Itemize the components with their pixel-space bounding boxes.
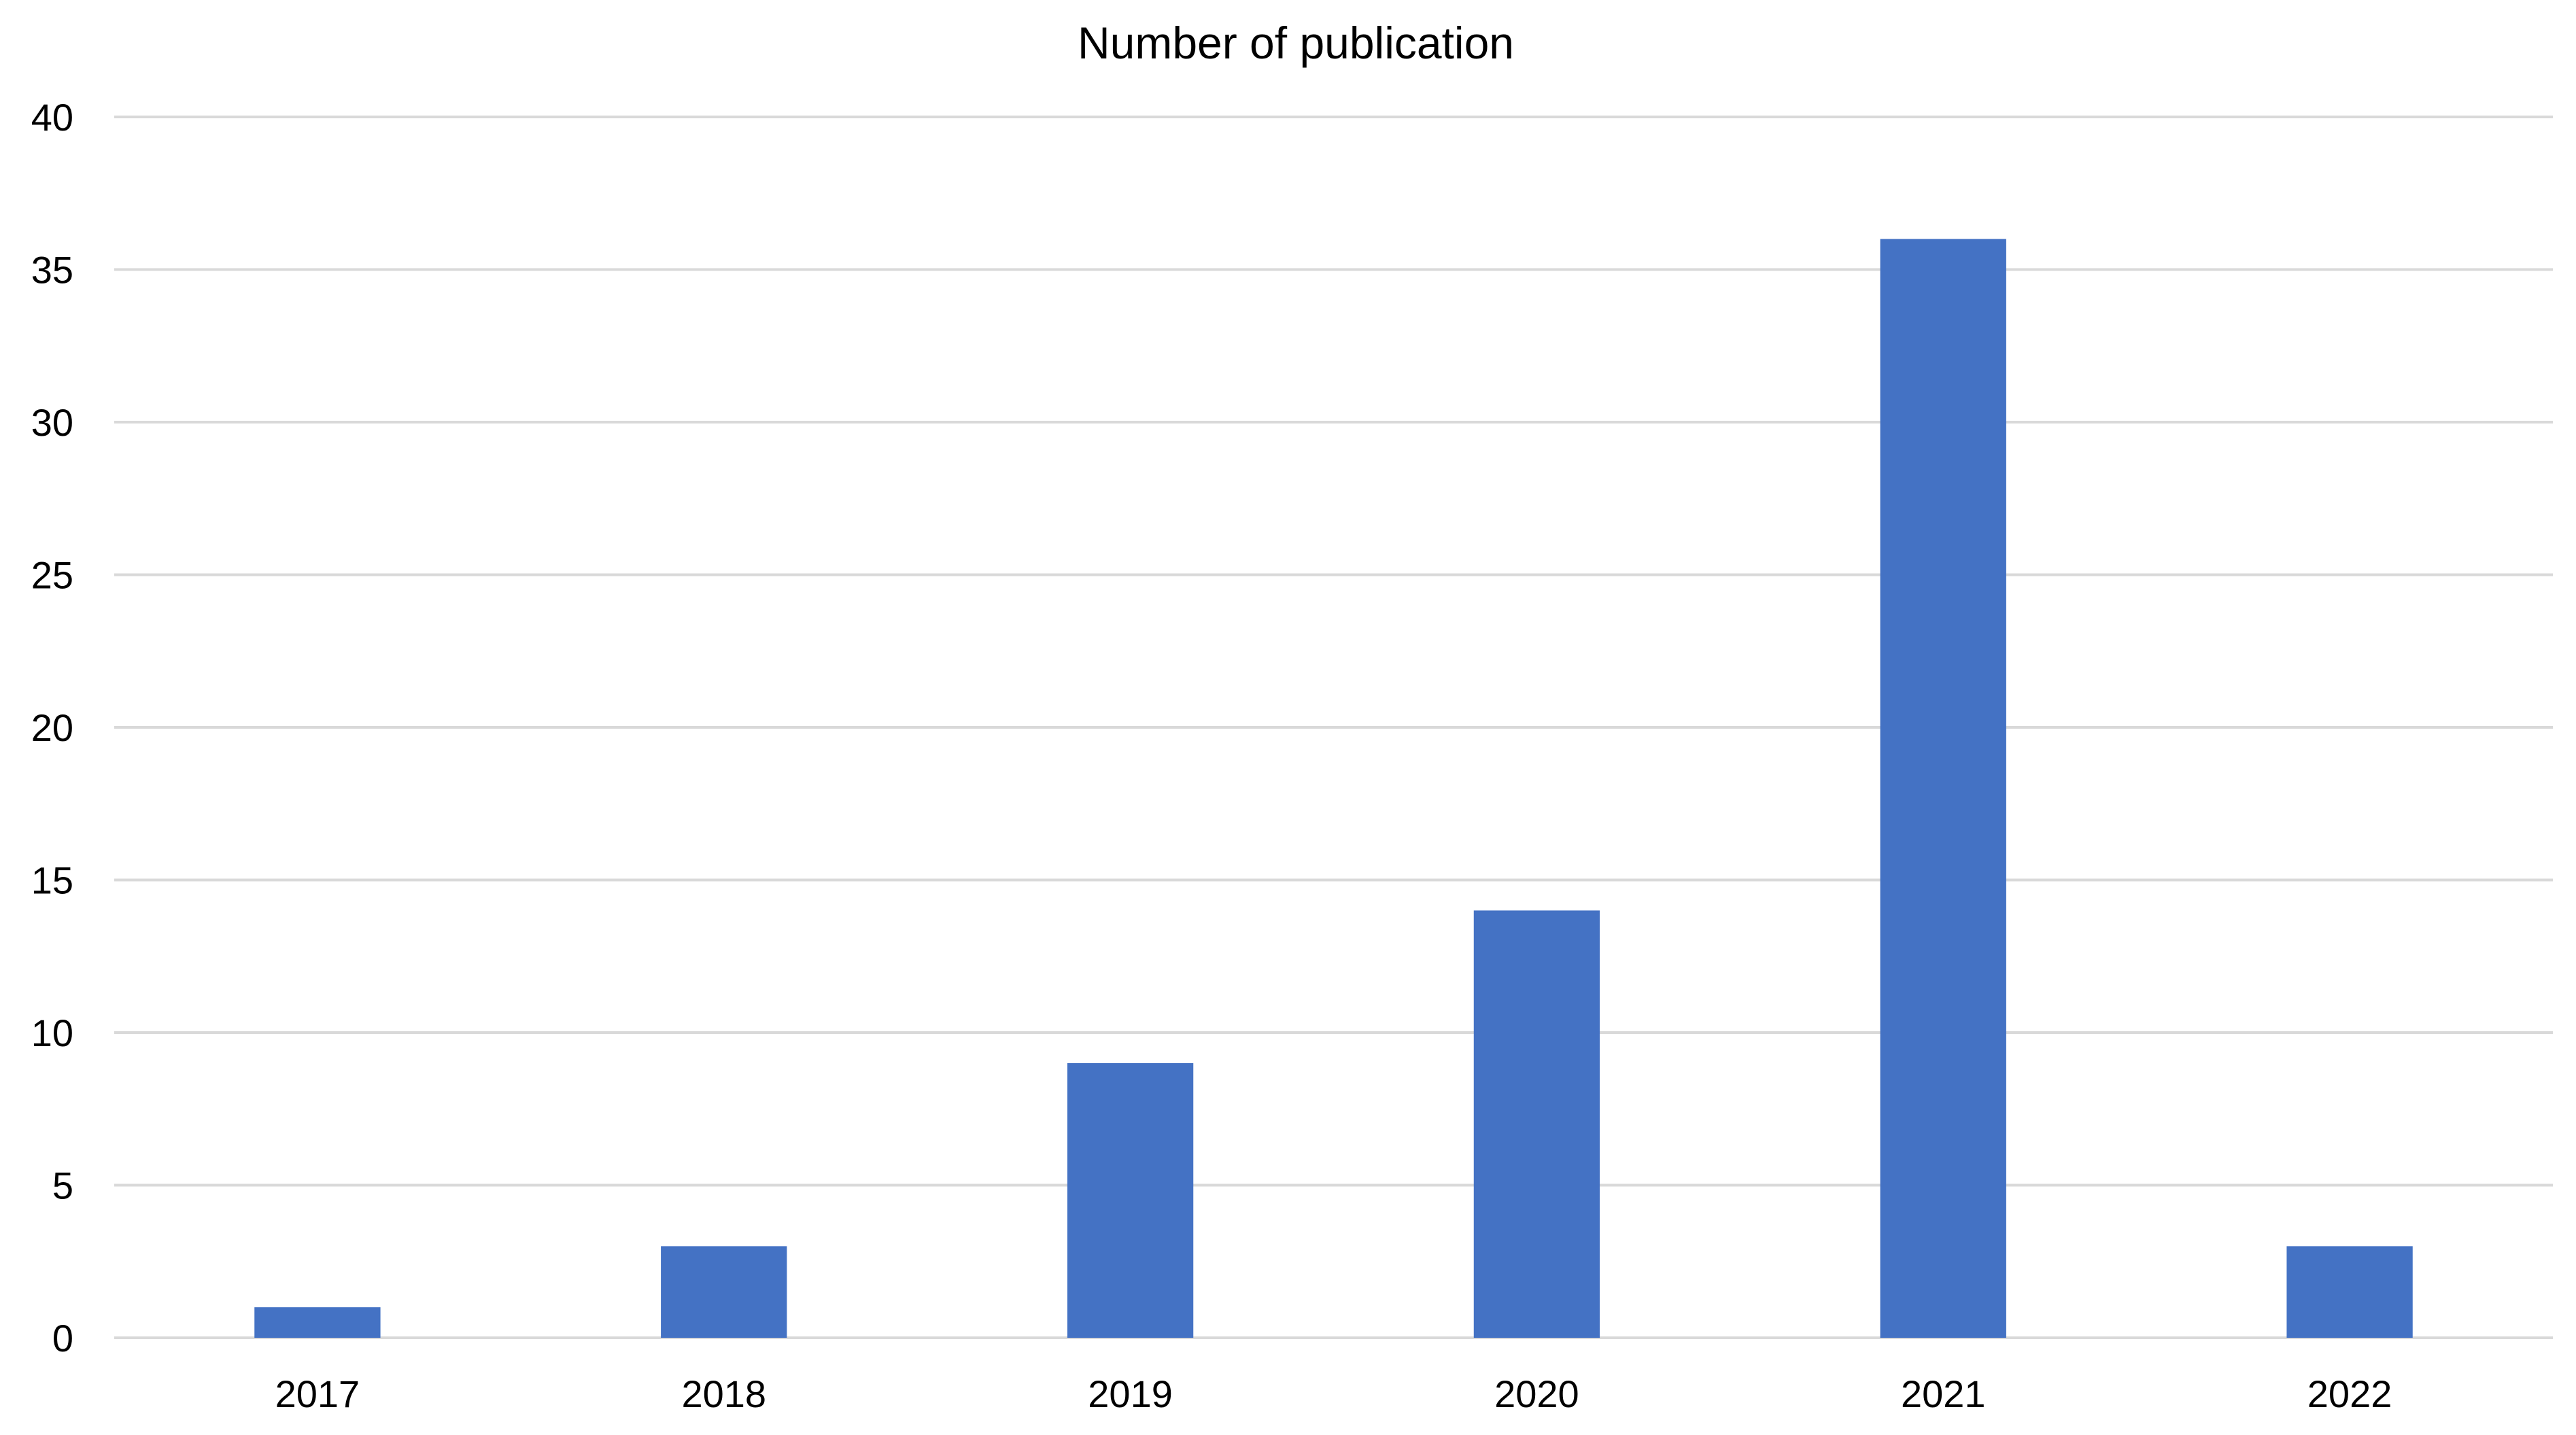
- y-axis-ticks: 0 5 10 15 20 25 30 35 40: [31, 96, 73, 1360]
- y-tick-label: 40: [31, 96, 73, 139]
- y-tick-label: 30: [31, 401, 73, 444]
- x-tick-label: 2022: [2307, 1372, 2392, 1415]
- x-tick-label: 2017: [275, 1372, 360, 1415]
- x-tick-label: 2020: [1494, 1372, 1579, 1415]
- bar-2017: [254, 1307, 381, 1338]
- y-tick-label: 10: [31, 1012, 73, 1054]
- bar-2018: [661, 1246, 787, 1338]
- x-tick-label: 2019: [1088, 1372, 1173, 1415]
- x-tick-label: 2021: [1901, 1372, 1986, 1415]
- bar-2020: [1473, 910, 1600, 1338]
- y-tick-label: 25: [31, 554, 73, 597]
- gridlines: [114, 116, 2553, 1339]
- bar-2019: [1067, 1062, 1194, 1338]
- y-tick-label: 35: [31, 249, 73, 292]
- bars: [254, 239, 2413, 1338]
- y-tick-label: 5: [52, 1164, 73, 1207]
- y-tick-label: 20: [31, 706, 73, 749]
- y-tick-label: 0: [52, 1317, 73, 1360]
- bar-2022: [2286, 1246, 2413, 1338]
- x-axis-ticks: 2017 2018 2019 2020 2021 2022: [275, 1372, 2392, 1415]
- bar-2021: [1880, 239, 2006, 1338]
- x-tick-label: 2018: [681, 1372, 766, 1415]
- chart-title: Number of publication: [1078, 18, 1514, 68]
- y-tick-label: 15: [31, 859, 73, 902]
